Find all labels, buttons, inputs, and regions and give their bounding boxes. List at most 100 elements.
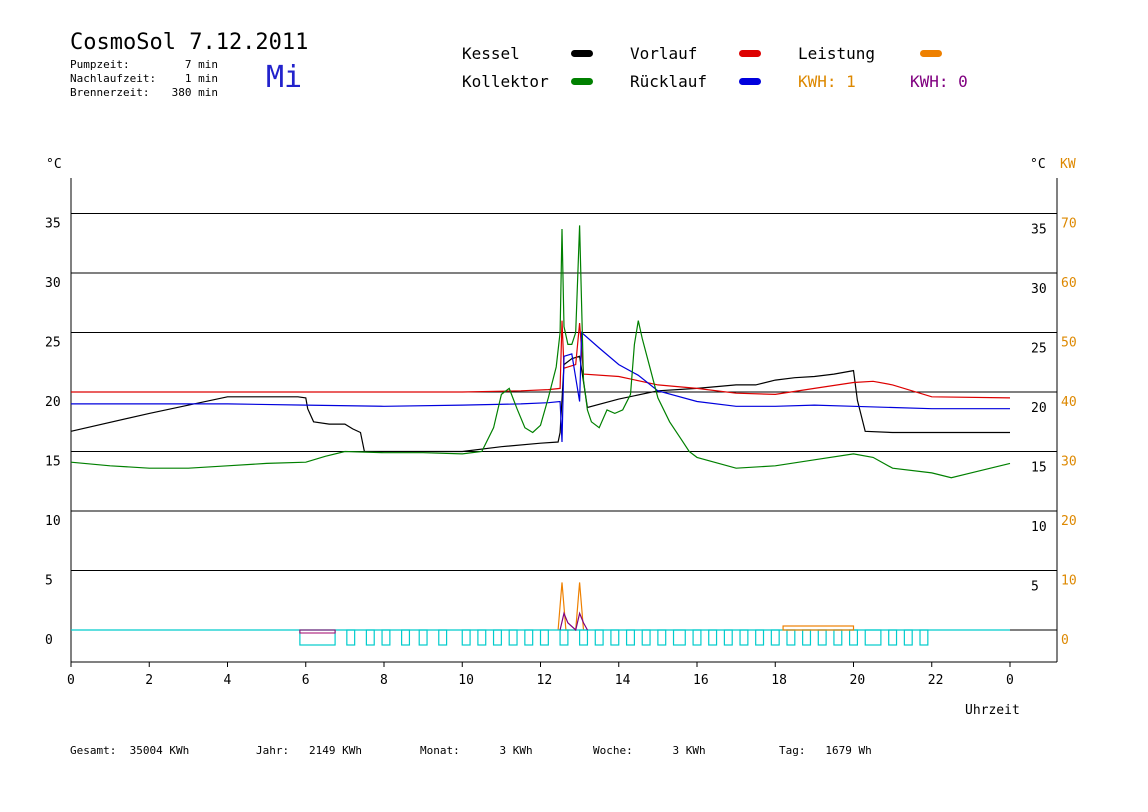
pump-on-block: [477, 629, 487, 646]
right-power-tick-label: 60: [1061, 276, 1077, 291]
pump-on-block: [888, 629, 898, 646]
x-axis-label: Uhrzeit: [965, 703, 1020, 718]
pump-on-block: [346, 629, 356, 646]
left-tick-label: 10: [45, 514, 61, 529]
left-axis-unit: °C: [46, 157, 62, 172]
x-tick-label: 0: [1006, 673, 1014, 688]
pump-on-block: [708, 629, 718, 646]
left-tick-label: 20: [45, 395, 61, 410]
left-tick-label: 15: [45, 455, 61, 470]
right-power-tick-label: 0: [1061, 633, 1069, 648]
right-power-tick-label: 10: [1061, 574, 1077, 589]
right-axis-unit-temp: °C: [1030, 157, 1046, 172]
x-tick-label: 14: [615, 673, 631, 688]
series-line-kollektor: [70, 225, 1011, 479]
right-temp-tick-label: 30: [1031, 282, 1047, 297]
stat-label-brennerzeit: Brennerzeit:: [70, 86, 150, 99]
pump-on-block: [672, 629, 686, 646]
right-power-tick-label: 30: [1061, 455, 1077, 470]
legend-leistung-swatch: [920, 50, 942, 57]
right-axis-unit-power: KW: [1060, 157, 1076, 172]
x-tick-label: 12: [537, 673, 553, 688]
pump-on-block: [299, 629, 336, 646]
legend-ruecklauf-swatch: [739, 78, 761, 85]
x-tick-label: 2: [145, 673, 153, 688]
pump-on-block: [461, 629, 471, 646]
stat-value-nachlaufzeit: 1 min: [184, 72, 218, 85]
legend-kessel-label: Kessel: [462, 44, 520, 63]
pump-on-block: [786, 629, 796, 646]
pump-on-block: [903, 629, 913, 646]
power-block: [782, 625, 855, 631]
stat-label-pumpzeit: Pumpzeit:: [70, 58, 130, 71]
x-tick-label: 0: [67, 673, 75, 688]
pump-status-blocks: [299, 611, 1057, 646]
left-tick-label: 25: [45, 336, 61, 351]
footer-gesamt: Gesamt: 35004 KWh: [70, 744, 190, 757]
pump-on-block: [692, 629, 702, 646]
left-tick-label: 35: [45, 217, 61, 232]
right-power-tick-label: 20: [1061, 514, 1077, 529]
legend-leistung-label: Leistung: [798, 44, 876, 63]
pump-on-block: [401, 629, 411, 646]
pump-on-block: [739, 629, 749, 646]
stat-value-brennerzeit: 380 min: [171, 86, 218, 99]
pump-on-block: [418, 629, 428, 646]
x-tick-label: 4: [224, 673, 232, 688]
legend-kollektor-swatch: [571, 78, 593, 85]
series-line-rcklauf: [71, 331, 1010, 443]
weekday-label: Mi: [266, 60, 303, 95]
x-tick-label: 20: [850, 673, 866, 688]
stat-label-nachlaufzeit: Nachlaufzeit:: [70, 72, 157, 85]
legend-vorlauf-label: Vorlauf: [630, 44, 698, 63]
pump-on-block: [919, 629, 929, 646]
pump-on-block: [438, 629, 448, 646]
pump-on-block: [381, 629, 391, 646]
pump-on-block: [755, 629, 765, 646]
left-tick-label: 5: [45, 574, 53, 589]
pump-on-block: [539, 629, 549, 646]
footer-monat: Monat: 3 KWh: [420, 744, 533, 757]
x-tick-label: 16: [693, 673, 709, 688]
pump-on-block: [625, 629, 636, 646]
chart-ticks: 3530252015105035302520151057060504030201…: [45, 217, 1077, 689]
pump-on-block: [610, 629, 620, 646]
right-temp-tick-label: 20: [1031, 401, 1047, 416]
legend-vorlauf-swatch: [739, 50, 761, 57]
x-tick-label: 18: [771, 673, 787, 688]
left-tick-label: 30: [45, 276, 61, 291]
pump-on-block: [723, 629, 733, 646]
kwh-other-label: KWH: 0: [910, 72, 968, 91]
chart-grid: [71, 213, 1057, 571]
pump-on-block: [508, 629, 518, 646]
right-temp-tick-label: 25: [1031, 342, 1047, 357]
pump-on-block: [657, 629, 667, 646]
chart-axes: [70, 178, 1058, 663]
footer-woche: Woche: 3 KWh: [593, 744, 706, 757]
pump-on-block: [817, 629, 827, 646]
right-power-tick-label: 70: [1061, 217, 1077, 232]
footer-tag: Tag: 1679 Wh: [779, 744, 872, 757]
right-power-tick-label: 40: [1061, 395, 1077, 410]
pump-on-block: [579, 629, 589, 646]
x-tick-label: 10: [458, 673, 474, 688]
right-temp-tick-label: 5: [1031, 580, 1039, 595]
left-tick-label: 0: [45, 633, 53, 648]
kwh-solar-label: KWH: 1: [798, 72, 856, 91]
legend-kessel-swatch: [571, 50, 593, 57]
legend-ruecklauf-label: Rücklauf: [630, 72, 708, 91]
pump-on-block: [594, 629, 604, 646]
pump-on-block: [641, 629, 651, 646]
pump-on-block: [848, 629, 859, 646]
pump-on-block: [524, 629, 534, 646]
pump-on-block: [365, 629, 375, 646]
pump-on-block: [864, 629, 882, 646]
kwh-spike-line: [559, 611, 588, 632]
chart-series: [70, 225, 1011, 631]
x-tick-label: 22: [928, 673, 944, 688]
page-title: CosmoSol 7.12.2011: [70, 30, 309, 55]
right-temp-tick-label: 35: [1031, 223, 1047, 238]
x-tick-label: 8: [380, 673, 388, 688]
pump-on-block: [492, 629, 502, 646]
